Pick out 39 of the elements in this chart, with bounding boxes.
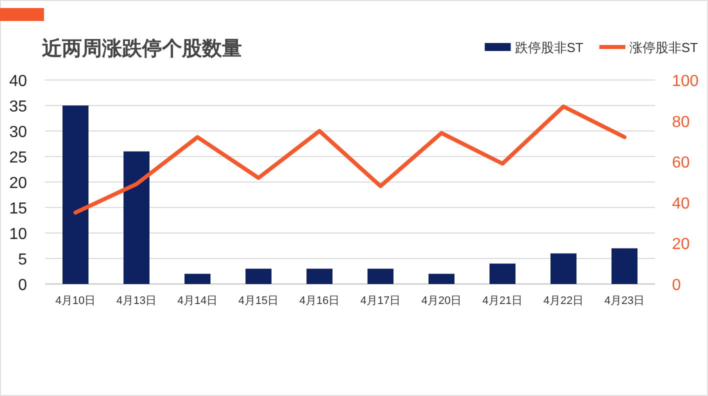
bar [490, 264, 516, 284]
y2-tick-label: 0 [672, 277, 681, 294]
y-tick-label: 35 [9, 98, 28, 116]
y-tick-label: 25 [9, 150, 28, 166]
legend-label: 跌停股非ST [514, 40, 584, 55]
y2-tick-label: 60 [672, 154, 690, 172]
legend-label: 涨停股非ST [629, 40, 698, 55]
bar [428, 274, 454, 284]
x-tick-label: 4月17日 [360, 295, 401, 307]
bar [306, 268, 332, 284]
y2-tick-label: 20 [672, 236, 690, 254]
bar [550, 253, 576, 284]
bar [124, 151, 150, 284]
y-tick-label: 30 [9, 124, 28, 141]
y-tick-label: 5 [18, 252, 28, 268]
x-tick-label: 4月23日 [604, 295, 645, 307]
bar [184, 274, 210, 284]
bar [62, 106, 88, 284]
y-tick-label: 40 [9, 73, 28, 90]
x-tick-label: 4月21日 [482, 295, 523, 307]
x-tick-label: 4月22日 [543, 295, 584, 307]
chart-title: 近两周涨跌停个股数量 [41, 37, 242, 60]
x-tick-label: 4月15日 [238, 295, 279, 307]
x-tick-label: 4月10日 [55, 295, 96, 307]
line-series [74, 104, 626, 215]
y2-tick-label: 40 [672, 195, 690, 212]
x-tick-label: 4月13日 [116, 295, 157, 307]
bar [612, 248, 638, 284]
x-tick-label: 4月20日 [421, 295, 462, 307]
x-tick-label: 4月14日 [177, 295, 218, 307]
y-tick-label: 10 [9, 226, 28, 243]
y2-tick-label: 80 [672, 114, 690, 131]
y-tick-label: 15 [9, 200, 28, 218]
x-tick-label: 4月16日 [299, 295, 340, 307]
y-tick-label: 20 [9, 175, 28, 192]
bar [246, 268, 272, 284]
y-tick-label: 0 [18, 277, 28, 294]
bar [368, 268, 394, 284]
y2-tick-label: 100 [672, 73, 699, 90]
